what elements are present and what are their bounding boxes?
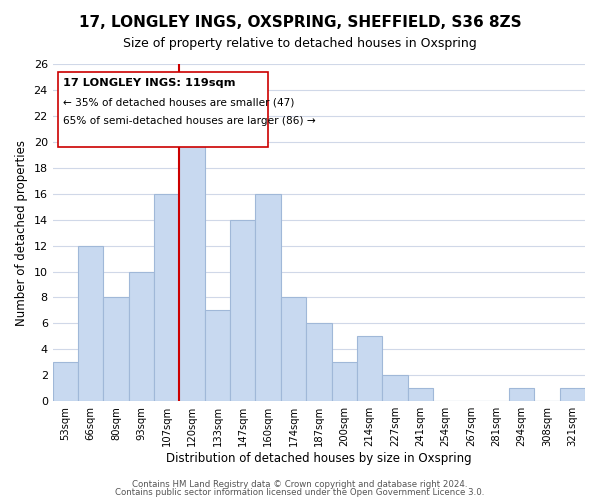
Text: Contains HM Land Registry data © Crown copyright and database right 2024.: Contains HM Land Registry data © Crown c… <box>132 480 468 489</box>
Bar <box>129 272 154 401</box>
Bar <box>560 388 585 401</box>
Bar <box>205 310 230 401</box>
Text: Size of property relative to detached houses in Oxspring: Size of property relative to detached ho… <box>123 38 477 51</box>
Bar <box>230 220 256 401</box>
Bar <box>332 362 357 401</box>
Text: 17 LONGLEY INGS: 119sqm: 17 LONGLEY INGS: 119sqm <box>63 78 235 88</box>
Bar <box>357 336 382 401</box>
Bar <box>382 376 407 401</box>
Text: 65% of semi-detached houses are larger (86) →: 65% of semi-detached houses are larger (… <box>63 116 316 126</box>
Bar <box>53 362 78 401</box>
Bar <box>256 194 281 401</box>
Bar <box>407 388 433 401</box>
Bar <box>154 194 179 401</box>
Bar <box>103 298 129 401</box>
Text: 17, LONGLEY INGS, OXSPRING, SHEFFIELD, S36 8ZS: 17, LONGLEY INGS, OXSPRING, SHEFFIELD, S… <box>79 15 521 30</box>
Bar <box>509 388 535 401</box>
X-axis label: Distribution of detached houses by size in Oxspring: Distribution of detached houses by size … <box>166 452 472 465</box>
Bar <box>179 116 205 401</box>
Text: ← 35% of detached houses are smaller (47): ← 35% of detached houses are smaller (47… <box>63 98 294 108</box>
Bar <box>78 246 103 401</box>
Text: Contains public sector information licensed under the Open Government Licence 3.: Contains public sector information licen… <box>115 488 485 497</box>
FancyBboxPatch shape <box>58 72 268 147</box>
Bar <box>281 298 306 401</box>
Y-axis label: Number of detached properties: Number of detached properties <box>15 140 28 326</box>
Bar <box>306 324 332 401</box>
